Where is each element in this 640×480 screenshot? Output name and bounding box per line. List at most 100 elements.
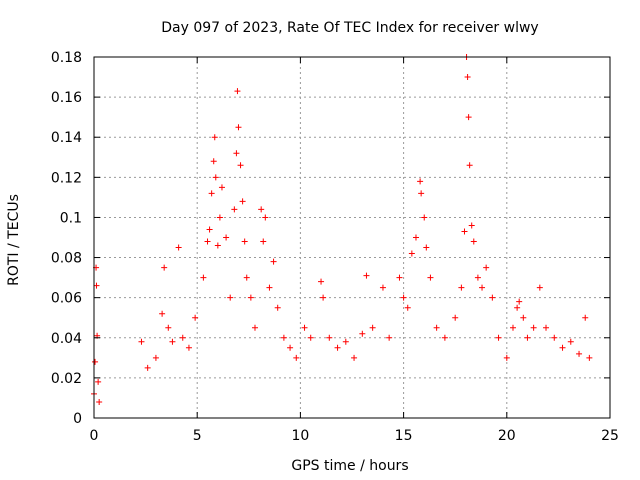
data-point (231, 206, 238, 213)
data-point (530, 324, 537, 331)
data-point (326, 334, 333, 341)
data-point (576, 350, 583, 357)
data-point (204, 238, 211, 245)
data-point (233, 150, 240, 157)
data-point (452, 314, 459, 321)
data-point (551, 334, 558, 341)
data-point (479, 284, 486, 291)
data-point (200, 274, 207, 281)
data-point (516, 298, 523, 305)
data-point (567, 338, 574, 345)
data-point (260, 238, 267, 245)
data-point (212, 174, 219, 181)
data-point (582, 314, 589, 321)
data-point (543, 324, 550, 331)
data-point (461, 228, 468, 235)
data-point (386, 334, 393, 341)
data-point (92, 358, 99, 365)
data-point (379, 284, 386, 291)
data-point (509, 324, 516, 331)
data-point (586, 354, 593, 361)
data-point (536, 284, 543, 291)
data-point (404, 304, 411, 311)
x-tick-label: 25 (601, 428, 619, 444)
plot-frame (93, 56, 611, 419)
data-point (369, 324, 376, 331)
data-point (247, 294, 254, 301)
data-point (363, 272, 370, 279)
data-point (239, 198, 246, 205)
data-point (466, 162, 473, 169)
data-point (334, 344, 341, 351)
data-point (514, 304, 521, 311)
data-point (96, 398, 103, 405)
data-point (237, 162, 244, 169)
y-tick-label: 0.14 (51, 130, 82, 146)
y-tick-label: 0.08 (51, 251, 82, 267)
data-point (320, 294, 327, 301)
y-tick-label: 0.02 (51, 371, 82, 387)
data-point (489, 294, 496, 301)
data-point (210, 158, 217, 165)
data-point (262, 214, 269, 221)
data-point (307, 334, 314, 341)
data-point (468, 222, 475, 229)
y-tick-label: 0.1 (60, 210, 82, 226)
data-point (179, 334, 186, 341)
data-point (175, 244, 182, 251)
x-axis-label: GPS time / hours (291, 458, 408, 474)
data-point (95, 378, 102, 385)
data-point (144, 364, 151, 371)
axis-ticks: 0 5 10 15 20 25 0 0.02 0.04 0.06 0.08 0.1 0.12 0.14 0.… (51, 50, 619, 444)
data-points (91, 54, 593, 405)
data-point (293, 354, 300, 361)
data-point (218, 184, 225, 191)
data-point (214, 242, 221, 249)
data-point (266, 284, 273, 291)
data-point (524, 334, 531, 341)
y-axis-label: ROTI / TECUs (6, 194, 22, 286)
data-point (465, 114, 472, 121)
data-point (251, 324, 258, 331)
data-point (206, 226, 213, 233)
data-point (396, 274, 403, 281)
data-point (458, 284, 465, 291)
data-point (470, 238, 477, 245)
data-point (351, 354, 358, 361)
data-point (169, 338, 176, 345)
data-point (318, 278, 325, 285)
data-point (464, 74, 471, 81)
data-point (400, 294, 407, 301)
data-point (211, 134, 218, 141)
y-tick-label: 0.12 (51, 170, 82, 186)
data-point (427, 274, 434, 281)
x-tick-label: 15 (395, 428, 413, 444)
y-tick-label: 0.18 (51, 50, 82, 66)
y-tick-label: 0.16 (51, 90, 82, 106)
data-point (235, 124, 242, 131)
data-point (433, 324, 440, 331)
data-point (234, 88, 241, 95)
data-point (152, 354, 159, 361)
data-point (359, 330, 366, 337)
y-tick-label: 0.06 (51, 291, 82, 307)
data-point (192, 314, 199, 321)
data-point (342, 338, 349, 345)
data-point (423, 244, 430, 251)
data-point (520, 314, 527, 321)
data-point (159, 310, 166, 317)
x-tick-label: 10 (291, 428, 309, 444)
data-point (227, 294, 234, 301)
data-point (223, 234, 230, 241)
data-point (559, 344, 566, 351)
data-point (503, 354, 510, 361)
data-point (165, 324, 172, 331)
data-point (408, 250, 415, 257)
x-tick-label: 5 (193, 428, 202, 444)
y-tick-label: 0 (73, 411, 82, 427)
data-point (417, 178, 424, 185)
data-point (138, 338, 145, 345)
data-point (241, 238, 248, 245)
data-point (243, 274, 250, 281)
y-tick-label: 0.04 (51, 331, 82, 347)
